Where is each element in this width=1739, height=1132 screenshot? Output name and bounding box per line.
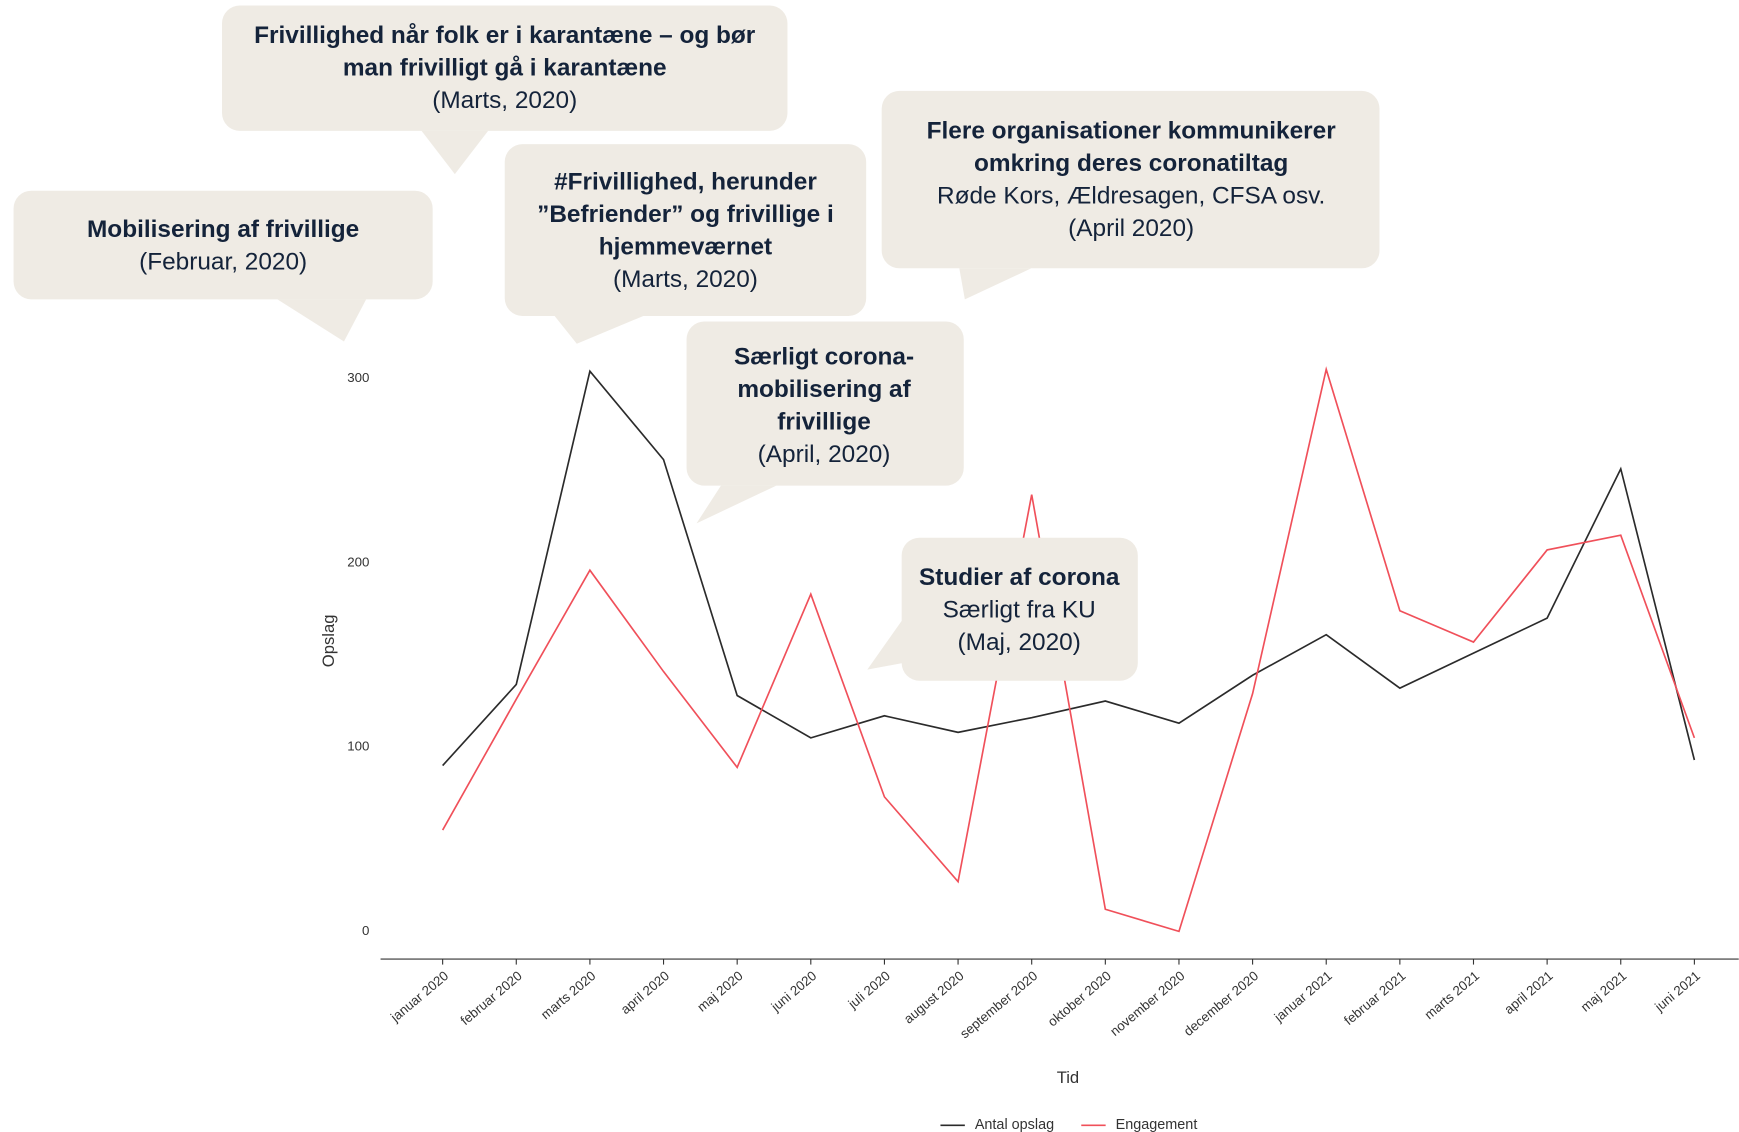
callout-box: [13, 190, 433, 300]
x-tick-label: marts 2021: [1422, 968, 1483, 1022]
callout-title: Studier af corona: [919, 564, 1120, 591]
x-tick-label: juli 2020: [845, 968, 893, 1012]
callout-text: (Marts, 2020): [432, 87, 577, 114]
y-tick-label: 200: [347, 554, 369, 569]
x-tick-label: november 2020: [1107, 968, 1187, 1039]
x-tick-label: oktober 2020: [1045, 968, 1114, 1029]
callout-box: [881, 90, 1380, 269]
callout-box: [504, 144, 867, 316]
x-tick-label: februar 2021: [1341, 968, 1408, 1028]
callout-box: [901, 537, 1138, 681]
callout-title: Frivillighed når folk er i karantæne – o…: [254, 22, 756, 49]
callout-text: Særligt fra KU: [943, 597, 1096, 624]
callout-title: #Frivillighed, herunder: [554, 168, 817, 195]
callout-title: hjemmeværnet: [599, 233, 772, 260]
callout-text: Røde Kors, Ældresagen, CFSA osv.: [937, 182, 1325, 209]
x-tick-label: august 2020: [901, 968, 967, 1027]
callout-tail: [277, 299, 367, 342]
legend-label: Antal opslag: [975, 1117, 1054, 1132]
x-tick-label: september 2020: [957, 968, 1040, 1041]
callout-title: Mobilisering af frivillige: [87, 216, 359, 243]
callout-text: (April 2020): [1068, 215, 1194, 242]
y-tick-label: 300: [347, 370, 369, 385]
callout-title: ”Befriender” og frivillige i: [537, 201, 834, 228]
callout-tail: [554, 315, 644, 344]
x-tick-label: maj 2020: [694, 968, 746, 1015]
y-tick-label: 100: [347, 739, 369, 754]
x-tick-label: juni 2020: [768, 968, 820, 1015]
x-tick-label: december 2020: [1181, 968, 1261, 1039]
callout-text: (April, 2020): [758, 441, 891, 468]
series-line: [441, 366, 1696, 933]
callout-title: Særligt corona-: [734, 344, 914, 371]
callout-text: (Marts, 2020): [613, 266, 758, 293]
callout-text: (Februar, 2020): [139, 249, 307, 276]
y-axis-label: Opslag: [319, 614, 338, 667]
x-tick-label: april 2020: [618, 968, 672, 1017]
x-tick-label: marts 2020: [538, 968, 599, 1022]
callout-title: Flere organisationer kommunikerer: [927, 117, 1337, 144]
x-tick-label: april 2021: [1501, 968, 1555, 1017]
x-tick-label: februar 2020: [457, 968, 524, 1028]
callout-box: [222, 5, 788, 131]
callout-text: (Maj, 2020): [958, 629, 1081, 656]
x-tick-label: januar 2021: [1271, 968, 1335, 1025]
callout-box: [686, 321, 964, 486]
y-tick-label: 0: [362, 923, 369, 938]
series-line: [442, 369, 1696, 767]
callout-title: mobilisering af: [737, 376, 911, 403]
callout-title: omkring deres coronatiltag: [974, 150, 1288, 177]
callout-tail: [959, 268, 1032, 300]
callout-tail: [421, 130, 489, 175]
callout-tail: [696, 485, 777, 524]
x-tick-label: maj 2021: [1578, 968, 1630, 1015]
x-tick-label: januar 2020: [387, 968, 451, 1025]
x-axis-label: Tid: [1057, 1068, 1079, 1087]
callout-title: man frivilligt gå i karantæne: [343, 55, 667, 82]
x-tick-label: juni 2021: [1651, 968, 1703, 1015]
legend-label: Engagement: [1116, 1117, 1198, 1132]
callout-title: frivillige: [777, 409, 870, 436]
